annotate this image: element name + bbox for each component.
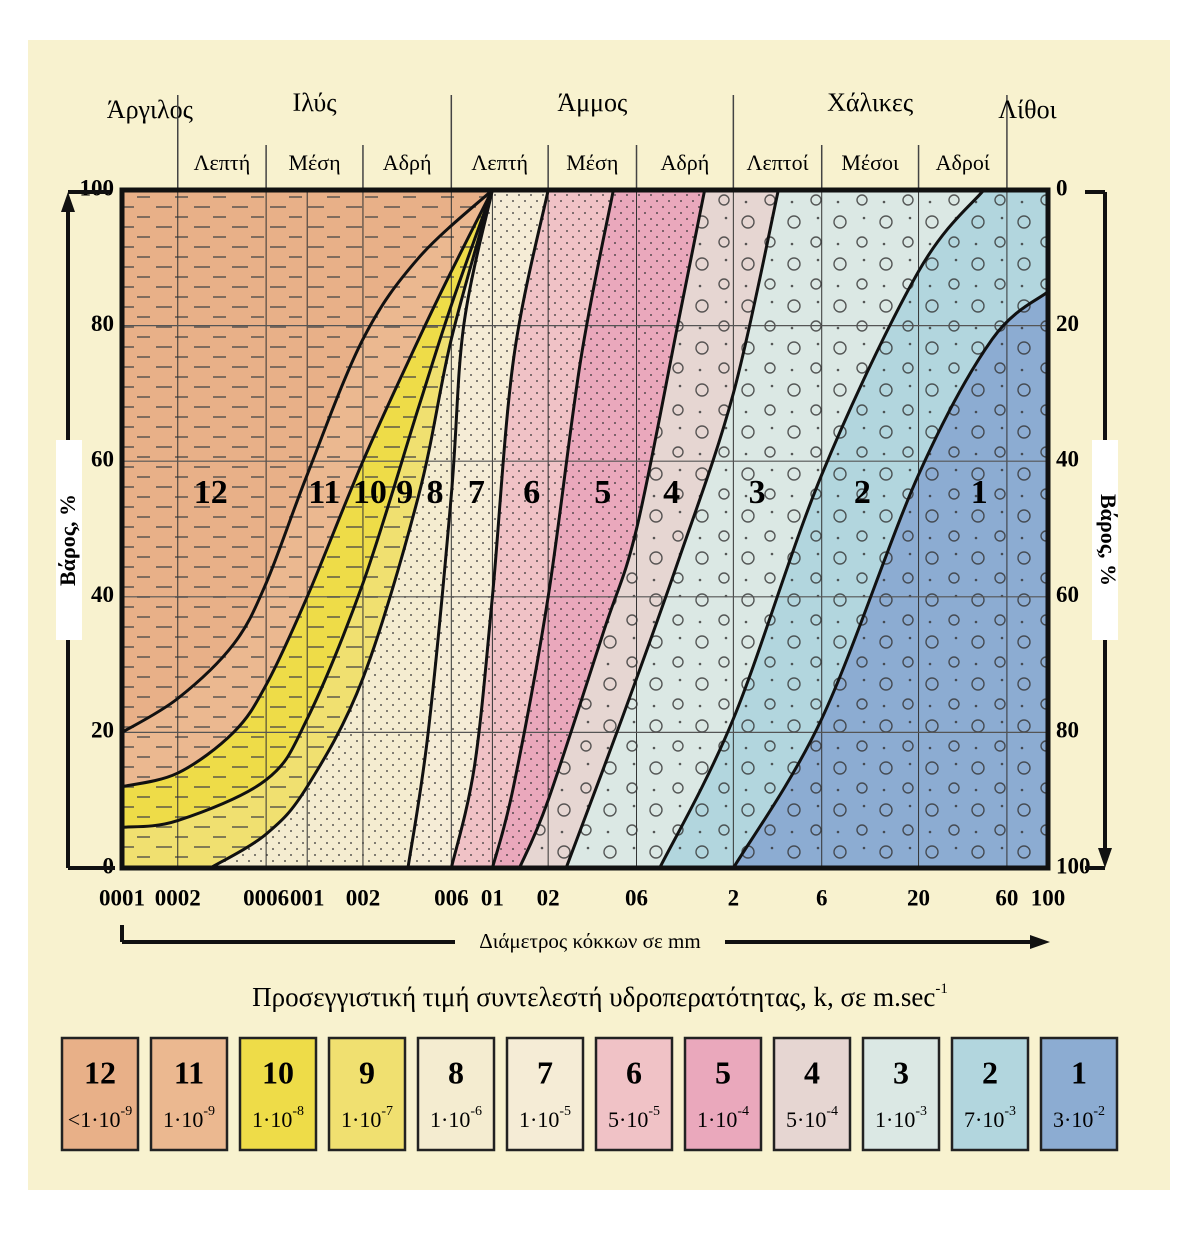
x-tick-label: 0001 [99,885,145,910]
legend-k-exp: -9 [203,1104,215,1119]
x-axis-title: Διάμετρος κόκκων σε mm [479,929,700,953]
legend-k-exp: -2 [1093,1104,1105,1119]
legend-label: 7 [537,1054,553,1090]
subfraction-name: Λεπτή [471,150,528,175]
x-tick-label: 06 [625,885,648,910]
zone-label: 3 [749,474,766,511]
legend-label: 6 [626,1054,642,1090]
legend-label: 9 [359,1054,375,1090]
fraction-name: Λίθοι [998,95,1056,124]
legend-k-base: 1·10 [430,1107,470,1132]
x-tick-label: 02 [537,885,560,910]
legend-k-exp: -9 [121,1104,133,1119]
legend-k-base: 7·10 [964,1107,1004,1132]
subfraction-name: Μέσοι [841,150,899,175]
y2-tick-label: 0 [1056,175,1068,200]
legend-k-base: 1·10 [163,1107,203,1132]
zone-label: 11 [308,474,340,511]
zone-fills [122,190,1048,868]
fraction-name: Χάλικες [827,88,914,117]
legend-label: 11 [174,1054,204,1090]
body: 0001000200060010020060102062620601000204… [0,0,1198,1244]
y2-tick-label: 80 [1056,718,1079,743]
y-axis-title: Βάρος, % [55,494,80,586]
legend-title: Προσεγγιστική τιμή συντελεστή υδροπερατό… [252,981,948,1012]
subfraction-name: Λεπτοί [747,150,809,175]
fraction-name: Ιλύς [293,88,338,117]
x-tick-label: 001 [290,885,325,910]
legend-title-exp: -1 [935,981,948,997]
x-tick-label: 006 [434,885,469,910]
x-tick-label: 01 [481,885,504,910]
x-tick-label: 0002 [155,885,201,910]
y-tick-label: 60 [91,446,114,471]
zone-label: 7 [468,474,485,511]
x-tick-label: 100 [1031,885,1066,910]
x-tick-label: 20 [907,885,930,910]
zone-label: 12 [194,474,228,511]
fraction-name: Άμμος [557,88,628,117]
legend-k-base: 5·10 [608,1107,648,1132]
legend-k-exp: -5 [648,1104,660,1119]
y2-tick-label: 60 [1056,582,1079,607]
legend-k-base: 1·10 [341,1107,381,1132]
subfraction-name: Μέση [566,150,618,175]
legend-k-exp: -7 [381,1104,393,1119]
x-tick-label: 002 [346,885,381,910]
y2-tick-label: 40 [1056,446,1079,471]
fraction-name: Άργιλος [107,95,194,124]
x-tick-label: 0006 [243,885,289,910]
y2-axis-title: Βάρος, % [1096,494,1121,586]
zone-label: 4 [663,474,680,511]
x-tick-label: 6 [816,885,828,910]
subfraction-name: Αδρή [661,150,710,175]
legend-k-exp: -6 [470,1104,482,1119]
x-tick-label: 60 [995,885,1018,910]
legend-k-exp: -3 [915,1104,927,1119]
legend-label: 8 [448,1054,464,1090]
y-tick-label: 40 [91,582,114,607]
legend-k-exp: -8 [292,1104,304,1119]
zone-label: 1 [971,474,988,511]
zone-label: 2 [854,474,871,511]
legend-label: 5 [715,1054,731,1090]
zone-label: 10 [353,474,387,511]
legend-k-base: 1·10 [875,1107,915,1132]
zone-label: 6 [523,474,540,511]
y-tick-label: 20 [91,718,114,743]
subfraction-name: Μέση [288,150,340,175]
legend-k-base: 1·10 [519,1107,559,1132]
subfraction-name: Λεπτή [194,150,251,175]
legend-label: 4 [804,1054,820,1090]
y2-tick-label: 100 [1056,853,1091,878]
zone-label: 9 [396,474,413,511]
zone-label: 8 [427,474,444,511]
legend-label: 3 [893,1054,909,1090]
legend-k-exp: -5 [559,1104,571,1119]
legend-k-base: 1·10 [252,1107,292,1132]
legend-k-base: 5·10 [786,1107,826,1132]
x-tick-label: 2 [728,885,740,910]
legend-k-base: <1·10 [68,1107,121,1132]
legend-k-base: 1·10 [697,1107,737,1132]
legend-label: 1 [1071,1054,1087,1090]
legend-label: 12 [84,1054,116,1090]
legend-title-text: Προσεγγιστική τιμή συντελεστή υδροπερατό… [252,982,935,1012]
subfraction-name: Αδρή [383,150,432,175]
chart: 0001000200060010020060102062620601000204… [0,0,1198,1239]
legend-label: 2 [982,1054,998,1090]
y2-tick-label: 20 [1056,311,1079,336]
legend-k-exp: -4 [737,1104,749,1119]
subfraction-name: Αδροί [936,150,990,175]
zone-label: 5 [594,474,611,511]
legend-k-exp: -3 [1004,1104,1016,1119]
y-tick-label: 100 [80,175,115,200]
page: body { margin: 0; background: #fff; font… [0,0,1198,1244]
legend-label: 10 [262,1054,294,1090]
legend-k-base: 3·10 [1053,1107,1093,1132]
y-tick-label: 80 [91,311,114,336]
y-tick-label: 0 [103,853,115,878]
legend-k-exp: -4 [826,1104,838,1119]
